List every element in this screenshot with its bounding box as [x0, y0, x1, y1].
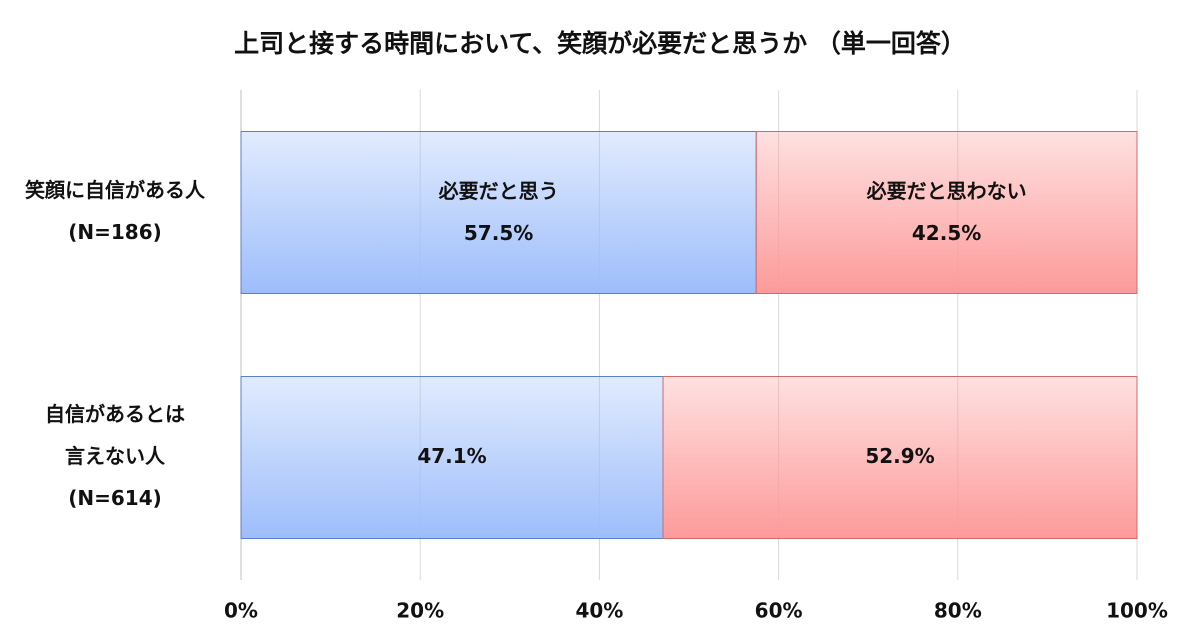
bar-segment [240, 376, 664, 539]
series-label: 必要だと思わない [866, 179, 1027, 203]
category-label: 笑顔に自信がある人 [25, 178, 206, 202]
bar-segment [755, 131, 1138, 294]
value-label: 42.5% [912, 221, 981, 245]
category-label: 自信があるとは [45, 402, 185, 426]
category-label: (N=186) [68, 220, 162, 244]
x-tick-label: 0% [224, 599, 258, 623]
bar-segment [240, 131, 757, 294]
category-label: 言えない人 [65, 444, 166, 468]
x-tick-label: 60% [755, 599, 803, 623]
value-label: 52.9% [865, 444, 934, 468]
value-label: 57.5% [464, 221, 533, 245]
bar-segment [662, 376, 1138, 539]
value-label: 47.1% [417, 444, 486, 468]
x-tick-label: 20% [396, 599, 444, 623]
x-tick-label: 100% [1106, 599, 1168, 623]
x-tick-label: 80% [934, 599, 982, 623]
series-label: 必要だと思う [438, 179, 559, 203]
chart-title: 上司と接する時間において、笑顔が必要だと思うか （単一回答） [234, 29, 966, 58]
category-label: (N=614) [68, 486, 162, 510]
x-tick-label: 40% [575, 599, 623, 623]
